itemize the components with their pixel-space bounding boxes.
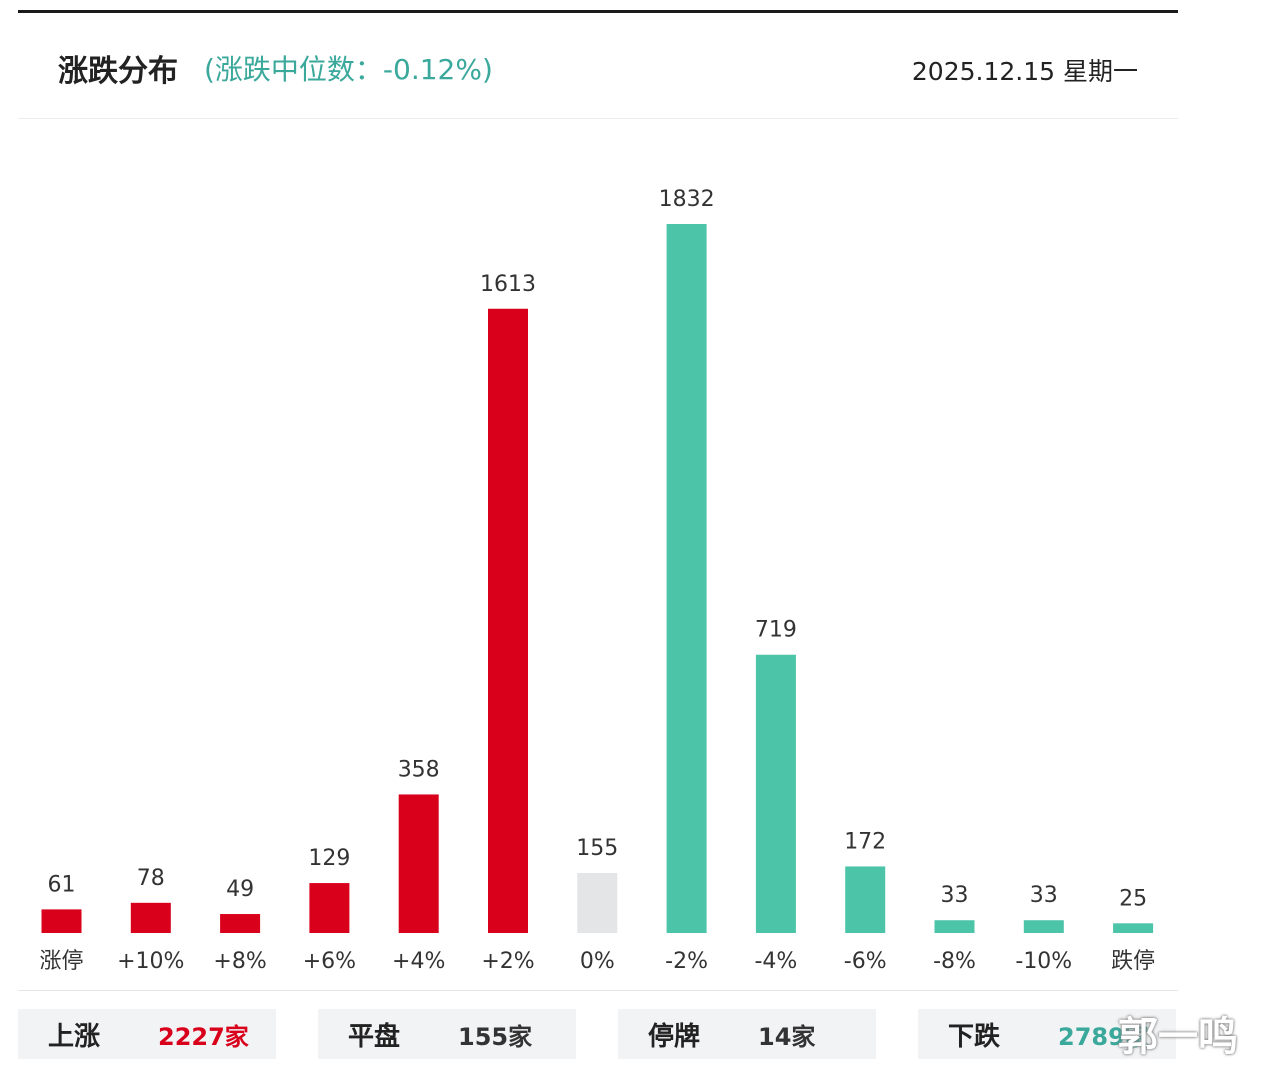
data-label-0: 61 xyxy=(48,872,76,897)
top-rule xyxy=(18,10,1178,13)
data-label-9: 172 xyxy=(844,829,886,854)
data-label-10: 33 xyxy=(941,883,969,908)
summary-up-label: 上涨 xyxy=(48,1021,101,1052)
summary-down: 下跌 2789家 xyxy=(918,1009,1176,1059)
bar-5 xyxy=(488,308,528,934)
bar-12 xyxy=(1113,923,1154,933)
category-label-0: 涨停 xyxy=(39,949,83,974)
bar-8 xyxy=(755,654,796,933)
bar-7 xyxy=(666,224,707,933)
summary-suspended-label: 停牌 xyxy=(648,1021,701,1052)
data-label-8: 719 xyxy=(755,618,797,643)
summary-flat-value: 155家 xyxy=(458,1022,533,1051)
bar-10 xyxy=(934,920,975,933)
data-label-6: 155 xyxy=(576,836,618,861)
summary-down-label: 下跌 xyxy=(948,1021,1001,1052)
summary-suspended: 停牌 14家 xyxy=(618,1009,876,1059)
trade-date: 2025.12.15 星期一 xyxy=(911,57,1138,86)
summary-down-value: 2789家 xyxy=(1058,1022,1149,1051)
bar-4 xyxy=(398,794,439,933)
category-label-7: -2% xyxy=(665,949,708,974)
bar-11 xyxy=(1023,920,1064,933)
category-label-12: 跌停 xyxy=(1111,949,1155,974)
category-label-4: +4% xyxy=(392,949,445,974)
category-label-10: -8% xyxy=(933,949,976,974)
category-label-11: -10% xyxy=(1015,949,1072,974)
data-label-4: 358 xyxy=(398,757,440,782)
category-label-6: 0% xyxy=(580,949,615,974)
category-label-1: +10% xyxy=(117,949,184,974)
bar-2 xyxy=(220,914,261,933)
summary-suspended-value: 14家 xyxy=(758,1022,816,1051)
bar-1 xyxy=(130,902,171,933)
category-label-9: -6% xyxy=(844,949,887,974)
summary-divider xyxy=(18,990,1178,991)
data-label-2: 49 xyxy=(226,877,254,902)
summary-flat-label: 平盘 xyxy=(348,1021,401,1052)
summary-up: 上涨 2227家 xyxy=(18,1009,276,1059)
category-label-2: +8% xyxy=(213,949,266,974)
distribution-bar-chart: 61 涨停 78 +10% 49 +8% 129 +6% 358 +4% 1613 +2% 155 0% 1… xyxy=(39,187,1155,974)
category-label-8: -4% xyxy=(754,949,797,974)
chart-header: 涨跌分布 (涨跌中位数：-0.12%) 2025.12.15 星期一 xyxy=(18,14,1178,119)
category-label-5: +2% xyxy=(481,949,534,974)
data-label-11: 33 xyxy=(1030,883,1058,908)
data-label-5: 1613 xyxy=(480,272,536,297)
bar-3 xyxy=(309,883,350,933)
author-watermark: 郭一鸣 xyxy=(1118,1014,1238,1060)
median-change: (涨跌中位数：-0.12%) xyxy=(204,53,493,86)
data-label-3: 129 xyxy=(308,846,350,871)
data-label-12: 25 xyxy=(1119,886,1147,911)
chart-title: 涨跌分布 xyxy=(58,54,178,89)
category-label-3: +6% xyxy=(303,949,356,974)
data-label-1: 78 xyxy=(137,866,165,891)
summary-up-value: 2227家 xyxy=(158,1022,249,1051)
data-label-7: 1832 xyxy=(659,187,715,212)
bar-9 xyxy=(845,866,886,933)
summary-flat: 平盘 155家 xyxy=(318,1009,576,1059)
bar-6 xyxy=(577,873,618,933)
bar-0 xyxy=(41,909,82,933)
